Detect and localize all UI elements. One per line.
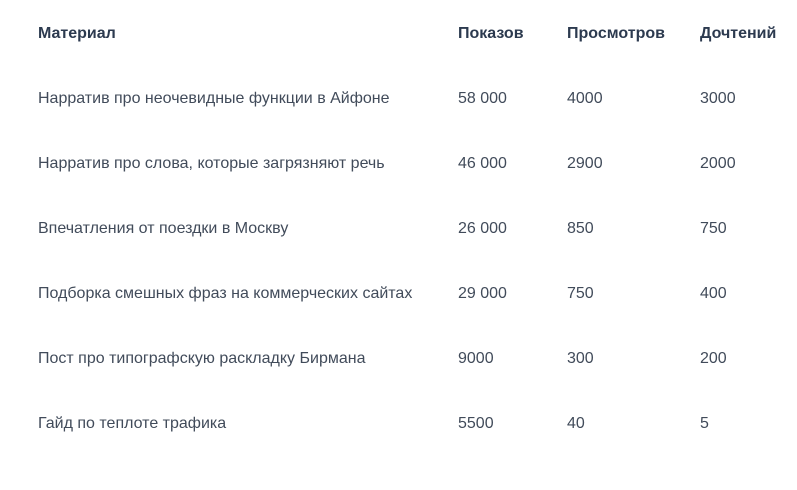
material-title: Гайд по теплоте трафика <box>38 415 227 432</box>
material-cell: Нарратив про неочевидные функции в Айфон… <box>0 65 458 130</box>
material-cell: Впечатления от поездки в Москву <box>0 195 458 260</box>
reads-value: 5 <box>700 415 709 432</box>
material-cell: Подборка смешных фраз на коммерческих са… <box>0 260 458 325</box>
impressions-value: 29 000 <box>458 285 507 302</box>
impressions-value: 58 000 <box>458 90 507 107</box>
column-header-reads: Дочтений <box>700 25 777 42</box>
material-title: Нарратив про слова, которые загрязняют р… <box>38 155 385 172</box>
material-title: Нарратив про неочевидные функции в Айфон… <box>38 90 390 107</box>
impressions-value: 46 000 <box>458 155 507 172</box>
material-title: Подборка смешных фраз на коммерческих са… <box>38 285 413 302</box>
table-row: Гайд по теплоте трафика 5500 40 5 <box>0 390 797 455</box>
reads-value: 400 <box>700 285 727 302</box>
content-stats-table: Материал Показов Просмотров Дочтений Нар… <box>0 0 797 455</box>
material-title: Впечатления от поездки в Москву <box>38 220 289 237</box>
views-value: 850 <box>567 220 594 237</box>
column-header-impressions: Показов <box>458 25 524 42</box>
impressions-value: 26 000 <box>458 220 507 237</box>
table-row: Впечатления от поездки в Москву 26 000 8… <box>0 195 797 260</box>
table-row: Пост про типографскую раскладку Бирмана … <box>0 325 797 390</box>
reads-value: 3000 <box>700 90 736 107</box>
views-value: 300 <box>567 350 594 367</box>
impressions-value: 9000 <box>458 350 494 367</box>
material-cell: Пост про типографскую раскладку Бирмана <box>0 325 458 390</box>
material-title: Пост про типографскую раскладку Бирмана <box>38 350 366 367</box>
table-row: Нарратив про неочевидные функции в Айфон… <box>0 65 797 130</box>
material-cell: Нарратив про слова, которые загрязняют р… <box>0 130 458 195</box>
table-row: Подборка смешных фраз на коммерческих са… <box>0 260 797 325</box>
reads-value: 2000 <box>700 155 736 172</box>
reads-value: 750 <box>700 220 727 237</box>
views-value: 2900 <box>567 155 603 172</box>
table-row: Нарратив про слова, которые загрязняют р… <box>0 130 797 195</box>
column-header-material: Материал <box>38 25 116 42</box>
views-value: 750 <box>567 285 594 302</box>
reads-value: 200 <box>700 350 727 367</box>
impressions-value: 5500 <box>458 415 494 432</box>
column-header-views: Просмотров <box>567 25 665 42</box>
material-cell: Гайд по теплоте трафика <box>0 390 458 455</box>
views-value: 40 <box>567 415 585 432</box>
table-header-row: Материал Показов Просмотров Дочтений <box>0 0 797 65</box>
views-value: 4000 <box>567 90 603 107</box>
